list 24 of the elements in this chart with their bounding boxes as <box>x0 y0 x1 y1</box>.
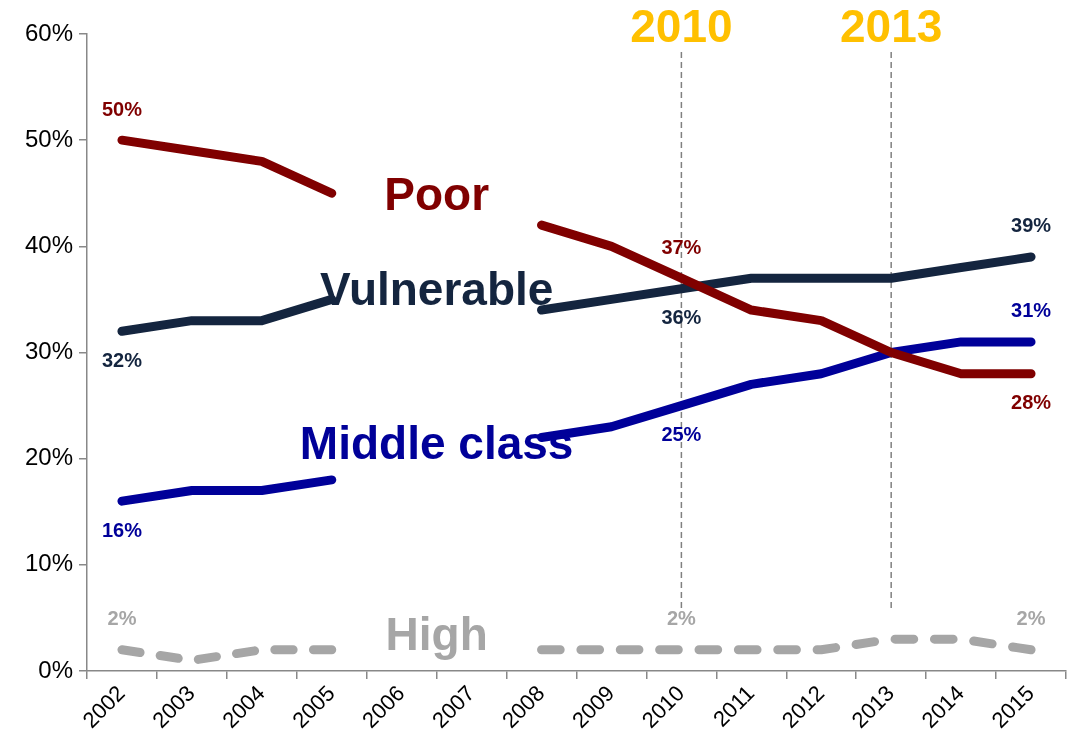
y-tick-label: 40% <box>24 230 73 258</box>
data-label: 50% <box>101 97 143 120</box>
data-label: 36% <box>661 306 702 329</box>
data-label: 31% <box>1011 299 1052 322</box>
data-label: 2% <box>1016 607 1046 630</box>
data-label: 2% <box>107 607 137 630</box>
y-tick-label: 20% <box>24 443 73 471</box>
series-label: High <box>385 608 488 661</box>
y-tick-label: 30% <box>24 337 73 365</box>
y-tick-label: 10% <box>24 549 73 577</box>
y-tick-label: 50% <box>24 124 73 152</box>
data-label: 16% <box>101 518 143 541</box>
data-label: 25% <box>661 423 702 446</box>
y-tick-label: 0% <box>38 655 73 683</box>
series-label: Poor <box>384 167 490 220</box>
y-tick-label: 60% <box>24 18 73 46</box>
series-label: Vulnerable <box>319 263 554 316</box>
data-label: 28% <box>1011 391 1052 414</box>
ref-line-label: 2013 <box>840 0 943 52</box>
data-label: 2% <box>666 607 697 630</box>
data-label: 32% <box>101 348 143 371</box>
data-label: 39% <box>1011 214 1052 237</box>
ref-line-label: 2010 <box>630 0 733 52</box>
data-label: 37% <box>661 235 702 258</box>
